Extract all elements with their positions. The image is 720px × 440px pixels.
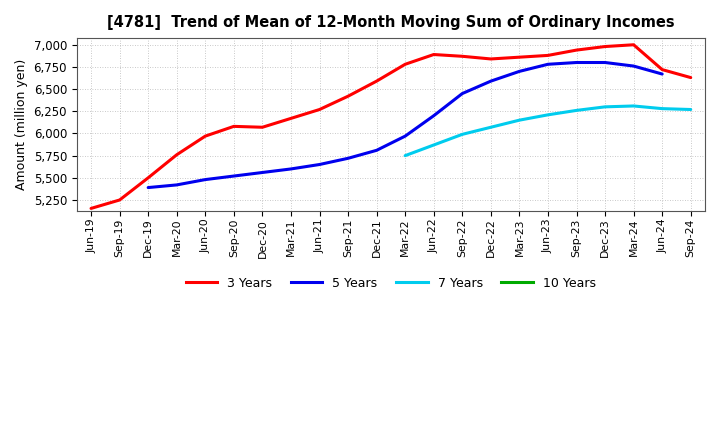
Y-axis label: Amount (million yen): Amount (million yen) xyxy=(15,59,28,190)
Legend: 3 Years, 5 Years, 7 Years, 10 Years: 3 Years, 5 Years, 7 Years, 10 Years xyxy=(181,272,600,295)
Title: [4781]  Trend of Mean of 12-Month Moving Sum of Ordinary Incomes: [4781] Trend of Mean of 12-Month Moving … xyxy=(107,15,675,30)
